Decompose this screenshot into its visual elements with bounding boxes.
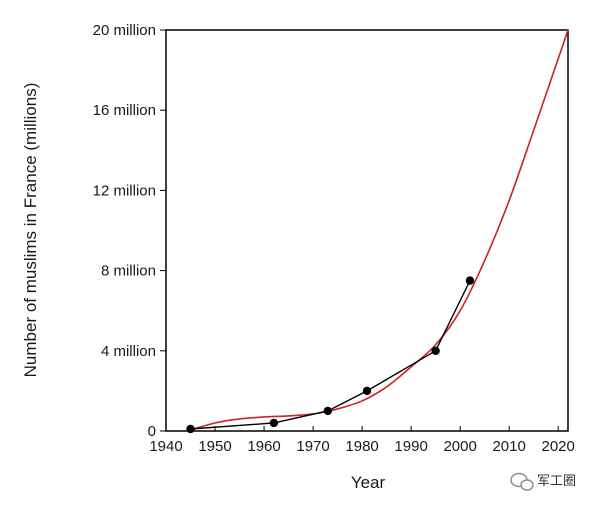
y-tick-label: 8 million <box>101 263 156 280</box>
fitted-curve-line <box>190 29 569 431</box>
x-tick-label: 1950 <box>198 438 231 455</box>
y-tick-label: 0 <box>148 423 156 440</box>
x-tick-label: 1970 <box>296 438 329 455</box>
x-axis-title: Year <box>351 473 386 492</box>
data-point <box>362 386 372 396</box>
x-axis: 1940 1950 1960 1970 1980 1990 2000 2010 2020 <box>149 426 575 455</box>
x-tick-label: 1960 <box>247 438 280 455</box>
series-layer <box>186 29 569 434</box>
data-point <box>323 406 332 416</box>
x-tick-label: 1940 <box>149 438 182 455</box>
x-tick-label: 2020 <box>542 438 575 455</box>
y-tick-label: 4 million <box>101 343 156 360</box>
wechat-icon <box>510 472 534 491</box>
data-point <box>269 418 279 428</box>
data-point <box>431 346 440 355</box>
x-tick-label: 1980 <box>345 438 378 455</box>
y-axis: 0 4 million 8 million 12 million 16 million 2… <box>93 22 166 440</box>
watermark: 军工圈 <box>510 472 576 491</box>
plot-frame <box>165 29 569 432</box>
observed-series-line <box>190 280 471 430</box>
data-point <box>465 276 475 285</box>
x-tick-label: 2000 <box>443 438 476 455</box>
watermark-text: 军工圈 <box>537 474 576 489</box>
data-point <box>186 424 195 434</box>
x-tick-label: 1990 <box>394 438 427 455</box>
y-axis-title: Number of muslims in France (millions) <box>21 83 40 378</box>
y-tick-label: 16 million <box>93 102 156 119</box>
y-tick-label: 20 million <box>93 22 156 39</box>
y-tick-label: 12 million <box>93 182 156 199</box>
plot-area <box>165 29 569 432</box>
x-tick-label: 2010 <box>492 438 525 455</box>
